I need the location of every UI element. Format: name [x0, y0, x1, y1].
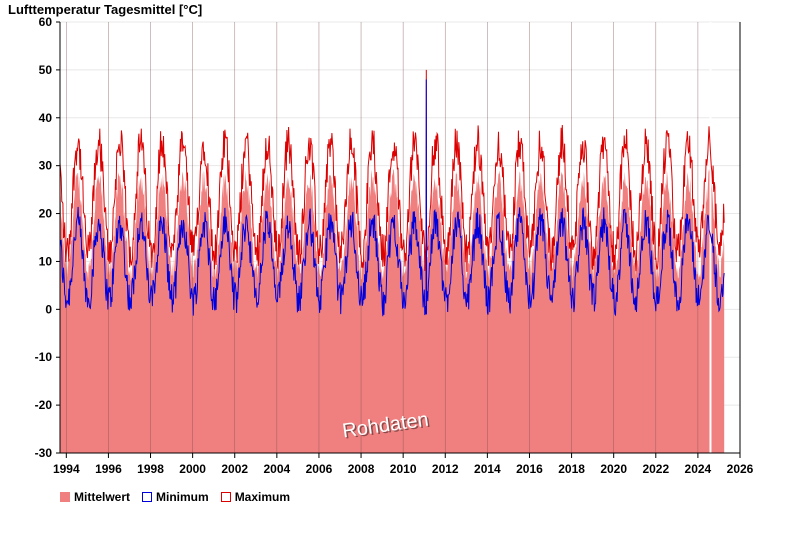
x-tick-label: 2026 [727, 462, 754, 476]
legend-swatch-mittelwert [60, 492, 70, 502]
legend-swatch-minimum [142, 492, 153, 502]
legend-label-minimum: Minimum [156, 490, 209, 504]
x-tick-label: 1996 [95, 462, 122, 476]
y-tick-label: 60 [39, 15, 53, 29]
y-tick-label: 40 [39, 111, 53, 125]
legend-label-maximum: Maximum [234, 490, 291, 504]
x-tick-label: 1994 [53, 462, 80, 476]
x-tick-label: 1998 [137, 462, 164, 476]
legend-label-mittelwert: Mittelwert [74, 490, 131, 504]
y-tick-label: -10 [35, 350, 53, 364]
y-tick-label: 10 [39, 254, 53, 268]
series-minimum-line [59, 79, 725, 317]
x-tick-label: 2018 [558, 462, 585, 476]
y-tick-label: 30 [39, 159, 53, 173]
legend-swatch-maximum [220, 492, 231, 502]
legend-item-minimum: Minimum [142, 490, 209, 504]
x-tick-label: 2000 [179, 462, 206, 476]
x-tick-label: 2014 [474, 462, 501, 476]
x-tick-label: 2006 [306, 462, 333, 476]
x-tick-label: 2012 [432, 462, 459, 476]
legend-item-mittelwert: Mittelwert [60, 490, 130, 504]
x-tick-label: 2004 [263, 462, 290, 476]
y-tick-label: -20 [35, 398, 53, 412]
y-tick-label: 50 [39, 63, 53, 77]
y-tick-label: 0 [45, 302, 52, 316]
x-tick-label: 2008 [348, 462, 375, 476]
x-tick-label: 2016 [516, 462, 543, 476]
series-maximum-line [59, 69, 725, 272]
x-tick-label: 2022 [642, 462, 669, 476]
x-tick-label: 2020 [600, 462, 627, 476]
chart-title: Lufttemperatur Tagesmittel [°C] [8, 2, 203, 17]
y-tick-label: -30 [35, 446, 53, 460]
y-tick-label: 20 [39, 207, 53, 221]
chart-legend: Mittelwert Minimum Maximum [60, 490, 290, 504]
x-tick-label: 2010 [390, 462, 417, 476]
x-tick-label: 2024 [685, 462, 712, 476]
legend-item-maximum: Maximum [220, 490, 291, 504]
x-tick-label: 2002 [221, 462, 248, 476]
data-gap [709, 22, 712, 453]
